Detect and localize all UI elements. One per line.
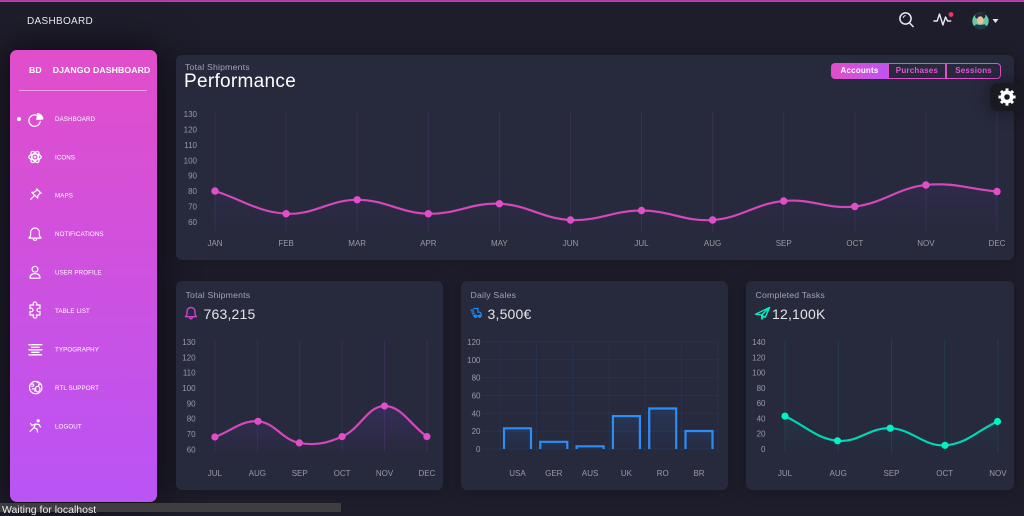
svg-text:80: 80 xyxy=(187,415,196,424)
svg-text:JUL: JUL xyxy=(777,469,792,478)
svg-text:TYPOGRAPHY: TYPOGRAPHY xyxy=(55,347,99,354)
svg-text:70: 70 xyxy=(187,430,196,439)
svg-text:130: 130 xyxy=(182,338,196,347)
svg-text:OCT: OCT xyxy=(936,469,953,478)
svg-text:120: 120 xyxy=(752,353,766,362)
svg-text:OCT: OCT xyxy=(334,469,351,478)
svg-text:LOGOUT: LOGOUT xyxy=(55,424,82,431)
svg-text:60: 60 xyxy=(471,392,480,401)
svg-text:MAY: MAY xyxy=(491,239,508,248)
svg-text:130: 130 xyxy=(184,110,198,119)
svg-text:70: 70 xyxy=(188,203,197,212)
svg-text:100: 100 xyxy=(752,369,766,378)
svg-text:ICONS: ICONS xyxy=(55,154,75,161)
svg-text:90: 90 xyxy=(188,172,197,181)
svg-text:0: 0 xyxy=(476,445,481,454)
svg-text:JUL: JUL xyxy=(208,469,223,478)
svg-text:MAR: MAR xyxy=(348,239,366,248)
svg-text:SEP: SEP xyxy=(776,239,792,248)
svg-text:NOV: NOV xyxy=(917,239,935,248)
svg-text:AUG: AUG xyxy=(829,469,846,478)
svg-text:60: 60 xyxy=(188,218,197,227)
svg-text:80: 80 xyxy=(756,384,765,393)
svg-text:SEP: SEP xyxy=(292,469,308,478)
svg-text:GER: GER xyxy=(545,469,563,478)
svg-text:80: 80 xyxy=(471,374,480,383)
svg-text:110: 110 xyxy=(183,369,196,378)
svg-text:0: 0 xyxy=(761,445,766,454)
svg-text:TABLE LIST: TABLE LIST xyxy=(55,308,90,315)
svg-text:100: 100 xyxy=(467,356,481,365)
svg-text:120: 120 xyxy=(182,353,196,362)
svg-text:OCT: OCT xyxy=(846,239,863,248)
svg-text:USA: USA xyxy=(509,469,526,478)
svg-text:APR: APR xyxy=(420,239,437,248)
svg-text:80: 80 xyxy=(188,187,197,196)
svg-text:60: 60 xyxy=(756,399,765,408)
svg-text:AUG: AUG xyxy=(249,469,266,478)
svg-text:20: 20 xyxy=(471,427,480,436)
svg-text:RTL SUPPORT: RTL SUPPORT xyxy=(55,385,99,392)
svg-text:100: 100 xyxy=(182,384,196,393)
svg-text:JAN: JAN xyxy=(207,239,222,248)
svg-text:FEB: FEB xyxy=(278,239,294,248)
svg-text:120: 120 xyxy=(467,338,481,347)
svg-text:AUG: AUG xyxy=(704,239,721,248)
svg-text:60: 60 xyxy=(187,445,196,454)
svg-text:40: 40 xyxy=(756,414,765,423)
svg-text:DASHBOARD: DASHBOARD xyxy=(55,116,96,123)
svg-text:NOV: NOV xyxy=(989,469,1007,478)
svg-text:20: 20 xyxy=(756,430,765,439)
svg-text:AUS: AUS xyxy=(581,469,597,478)
svg-text:UK: UK xyxy=(620,469,632,478)
svg-text:NOTIFICATIONS: NOTIFICATIONS xyxy=(55,231,104,238)
svg-text:110: 110 xyxy=(184,141,197,150)
svg-text:120: 120 xyxy=(184,125,198,134)
svg-text:JUL: JUL xyxy=(634,239,649,248)
svg-text:DEC: DEC xyxy=(418,469,435,478)
svg-text:100: 100 xyxy=(184,156,198,165)
svg-text:SEP: SEP xyxy=(883,469,899,478)
svg-text:NOV: NOV xyxy=(376,469,394,478)
svg-text:40: 40 xyxy=(471,409,480,418)
svg-text:MAPS: MAPS xyxy=(55,193,73,200)
svg-text:DEC: DEC xyxy=(989,239,1006,248)
svg-text:BR: BR xyxy=(693,469,704,478)
svg-text:RO: RO xyxy=(656,469,668,478)
svg-text:JUN: JUN xyxy=(563,239,579,248)
svg-text:90: 90 xyxy=(187,399,196,408)
svg-text:140: 140 xyxy=(752,338,766,347)
svg-text:USER PROFILE: USER PROFILE xyxy=(55,270,102,277)
